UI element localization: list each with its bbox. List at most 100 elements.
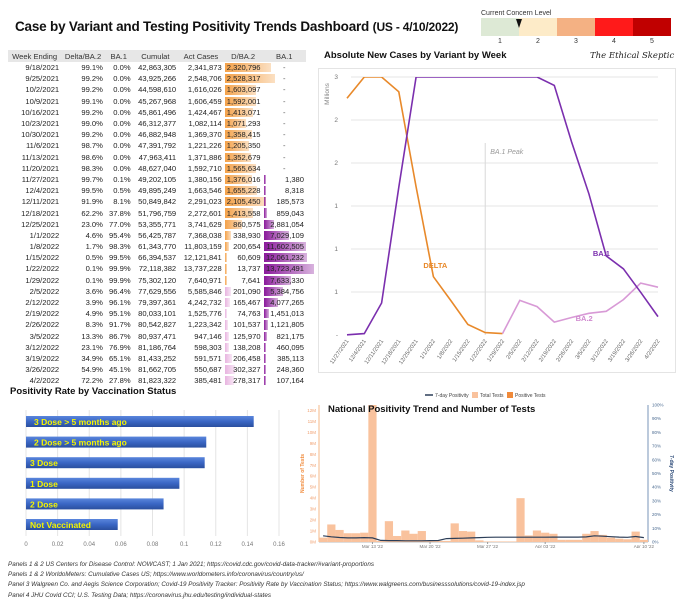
y-tick-label: 2: [334, 160, 338, 167]
bar-label: 3 Dose > 5 months ago: [34, 417, 127, 427]
table-cell: 200,654: [224, 241, 263, 252]
total-tests-bar: [606, 537, 616, 542]
table-cell: -: [283, 152, 286, 162]
table-cell: 2,548,706: [187, 74, 222, 84]
total-tests-bar: [327, 524, 336, 542]
table-cell: 1,663,546: [187, 186, 222, 196]
table-cell: 3/5/2022: [29, 331, 60, 341]
table-cell: 302,327: [224, 364, 263, 375]
table-cell: 43,925,266: [138, 74, 177, 84]
table-row: 10/30/2021 99.2% 0.0% 46,882,948 1,369,370 1,…: [8, 129, 306, 140]
cell-value: 2,320,796: [226, 63, 261, 73]
data-bar: [224, 163, 256, 173]
data-bar: [224, 130, 252, 140]
data-bar: [224, 141, 249, 151]
line-chart-title: Absolute New Cases by Variant by Week: [324, 50, 507, 61]
legend-swatch-icon: [472, 392, 478, 398]
table-cell: 1,121,805: [263, 319, 306, 330]
data-bar: [263, 342, 266, 352]
cell-value: 1,071,293: [226, 119, 261, 129]
y-tick-label: 4M: [310, 496, 317, 501]
data-bar: [263, 242, 306, 252]
table-cell: 10/23/2021: [21, 119, 60, 129]
cell-value: 11,602,505: [266, 242, 304, 252]
table-cell: 1,380: [263, 174, 306, 185]
table-row: 12/4/2021 99.5% 0.5% 49,895,249 1,663,546 1,6…: [8, 185, 306, 196]
cell-value: 1,380: [284, 174, 304, 184]
table-row: 4/2/2022 72.2% 27.8% 81,823,322 385,481 278,3…: [8, 375, 306, 386]
table-row: 2/19/2022 4.9% 95.1% 80,033,101 1,525,776 74,…: [8, 308, 306, 319]
table-cell: 91.9%: [81, 197, 103, 207]
total-tests-bar: [590, 531, 599, 542]
table-cell: 81,823,322: [138, 376, 177, 386]
data-bar: [224, 264, 227, 274]
table-cell: 96.4%: [109, 286, 131, 296]
table-cell: 165,467: [224, 297, 263, 308]
table-cell: 7,633,330: [263, 275, 306, 286]
source-line: Panels 1 & 2 WorldoMeters: Cumulative Ca…: [8, 571, 304, 579]
table-cell: 9/25/2021: [25, 74, 60, 84]
y-tick-label: 10M: [307, 430, 316, 435]
table-row: 3/19/2022 34.9% 65.1% 81,433,252 591,571 206,…: [8, 353, 306, 364]
table-cell: 3.9%: [85, 298, 103, 308]
y-tick-label: -: [336, 332, 338, 339]
y-tick-label: 1: [334, 203, 338, 210]
cell-value: 1,603,097: [226, 85, 261, 95]
table-cell: 0.0%: [113, 96, 131, 106]
table-cell: 1/8/2022: [29, 242, 60, 252]
table-cell: 51,796,759: [138, 208, 177, 218]
total-tests-bar: [425, 540, 435, 542]
table-cell: 75,302,120: [138, 275, 177, 285]
data-bar: [224, 174, 252, 185]
table-cell: 86.7%: [109, 331, 131, 341]
table-cell: 50,849,842: [138, 197, 177, 207]
cell-value: 138,208: [233, 342, 261, 352]
table-cell: 74,763: [224, 308, 263, 319]
cell-value: 107,164: [276, 376, 304, 386]
table-cell: 81,662,705: [138, 365, 177, 375]
y-tick-label: 3M: [310, 507, 317, 512]
table-cell: 0.0%: [113, 119, 131, 129]
x-tick-label: 0.08: [147, 542, 159, 548]
legend-label: Total Tests: [480, 393, 504, 399]
bar: [26, 477, 180, 489]
table-cell: 1,565,634: [224, 163, 263, 174]
table-cell: -: [283, 107, 286, 117]
total-tests-bar: [598, 534, 607, 542]
column-header: Act Cases: [178, 50, 224, 62]
table-cell: 185,573: [263, 196, 306, 207]
table-cell: 2/26/2022: [25, 320, 60, 330]
y2-tick-label: 100%: [652, 403, 664, 408]
data-bar: [263, 186, 266, 196]
y-tick-label: 7M: [310, 463, 317, 468]
y2-tick-label: 50%: [652, 471, 661, 476]
bar: [26, 416, 254, 427]
table-cell: 2,291,023: [187, 197, 222, 207]
total-tests-bar: [516, 498, 525, 542]
table-row: 2/5/2022 3.6% 96.4% 77,629,556 5,585,846 201,…: [8, 286, 306, 297]
table-cell: 99.7%: [81, 174, 103, 184]
cell-value: 1,358,415: [226, 130, 261, 140]
y-tick-label: 0M: [310, 540, 317, 545]
table-cell: 4/2/2022: [29, 376, 60, 386]
table-cell: 8.1%: [113, 197, 131, 207]
cell-value: 200,654: [233, 242, 261, 252]
table-cell: -: [283, 74, 286, 84]
table-row: 1/29/2022 0.1% 99.9% 75,302,120 7,640,971 7,6…: [8, 275, 306, 286]
table-cell: 1/1/2022: [29, 230, 60, 240]
table-cell: 10/30/2021: [21, 130, 60, 140]
table-cell: 0.5%: [113, 186, 131, 196]
table-cell: 13,723,491: [263, 263, 314, 274]
variant-table: Week Ending Delta/BA.2 BA.1 Cumulat Act Case…: [8, 50, 314, 386]
table-cell: 56,425,787: [138, 230, 177, 240]
concern-level-segment: [481, 18, 519, 36]
table-row: 1/1/2022 4.6% 95.4% 56,425,787 7,368,038 338,…: [8, 230, 306, 241]
cell-value: 1,655,228: [226, 186, 261, 196]
table-cell: 2,272,601: [187, 208, 222, 218]
y-tick-label: 1: [334, 289, 338, 296]
y-tick-label: 11M: [308, 419, 317, 424]
table-cell: 550,687: [194, 365, 222, 375]
table-cell: 206,458: [224, 353, 263, 364]
data-bar: [224, 96, 257, 106]
